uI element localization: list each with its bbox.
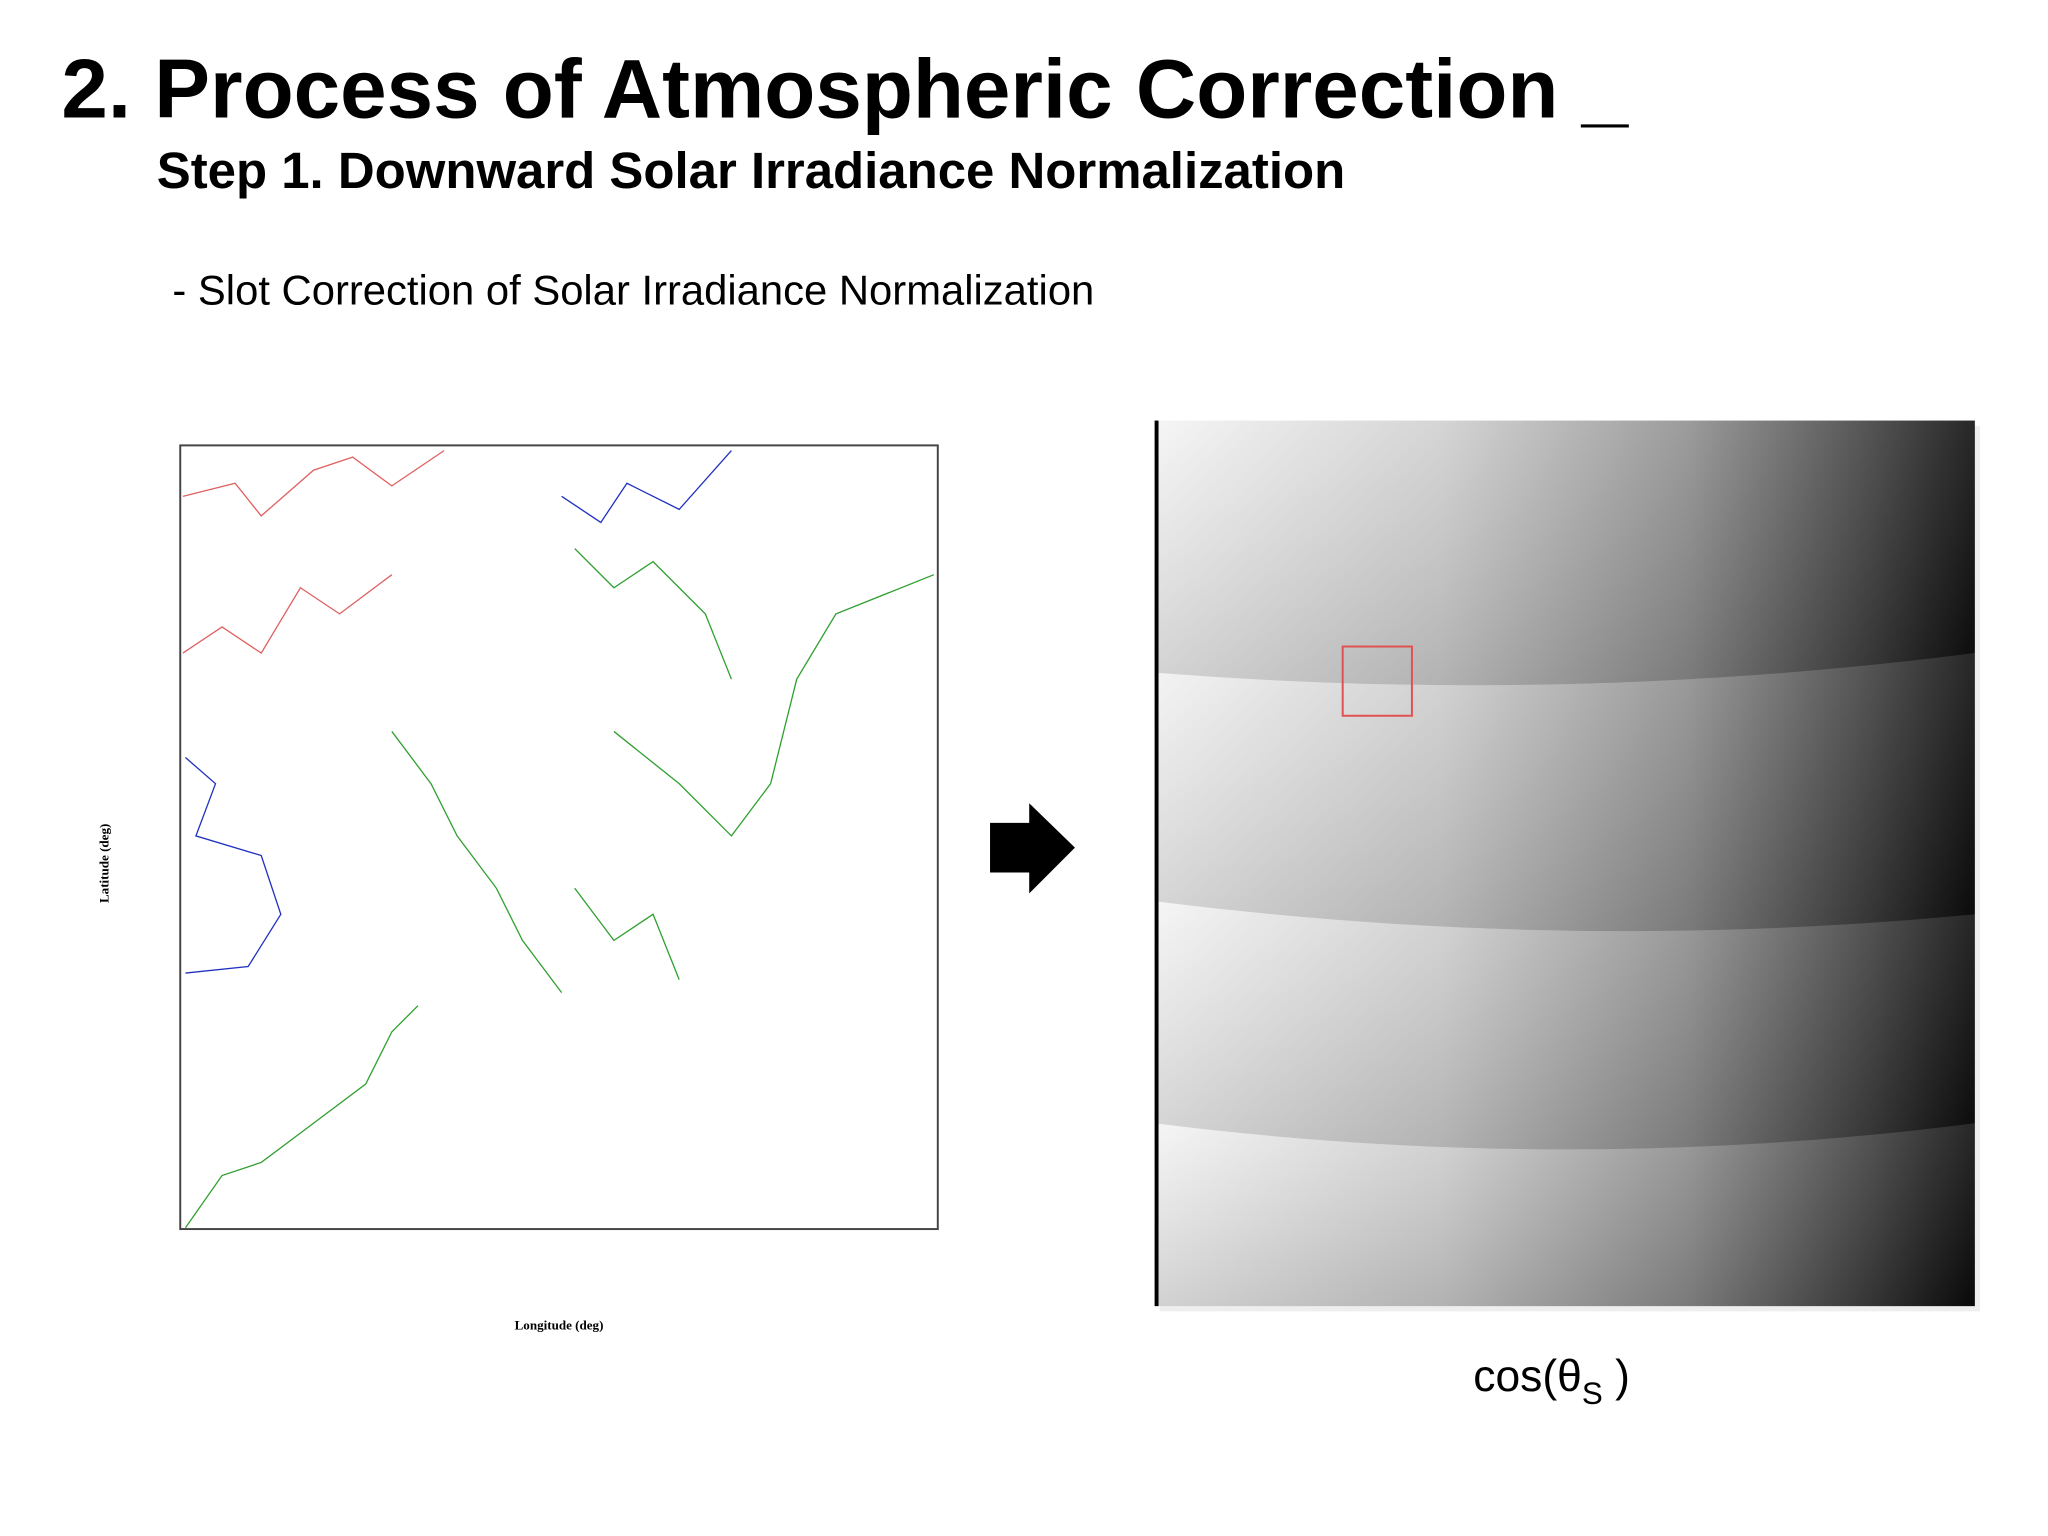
- image-band: [1154, 420, 1975, 686]
- highlight-box: [1341, 645, 1413, 717]
- x-axis-label: Longitude (deg): [515, 1318, 604, 1333]
- caption-text: cos(θ: [1473, 1352, 1582, 1401]
- y-axis-label: Latitude (deg): [96, 824, 111, 903]
- cosine-image: [1154, 420, 1981, 1312]
- image-band: [1154, 1123, 1975, 1307]
- caption-subscript: S: [1582, 1376, 1603, 1411]
- image-edge: [1154, 420, 1159, 1307]
- subtitle: Step 1. Downward Solar Irradiance Normal…: [157, 142, 1345, 199]
- bullet: - Slot Correction of Solar Irradiance No…: [172, 266, 1094, 313]
- image-band: [1154, 901, 1975, 1150]
- image-band: [1154, 653, 1975, 932]
- map-frame: [179, 444, 939, 1231]
- coastlines: [182, 450, 935, 1229]
- arrow: [990, 803, 1075, 894]
- caption-text: ): [1603, 1352, 1630, 1401]
- image-caption: cos(θS ): [1473, 1352, 1630, 1411]
- title: 2. Process of Atmospheric Correction _: [61, 42, 1629, 136]
- slot-map: Longitude (deg) Latitude (deg): [96, 444, 939, 1333]
